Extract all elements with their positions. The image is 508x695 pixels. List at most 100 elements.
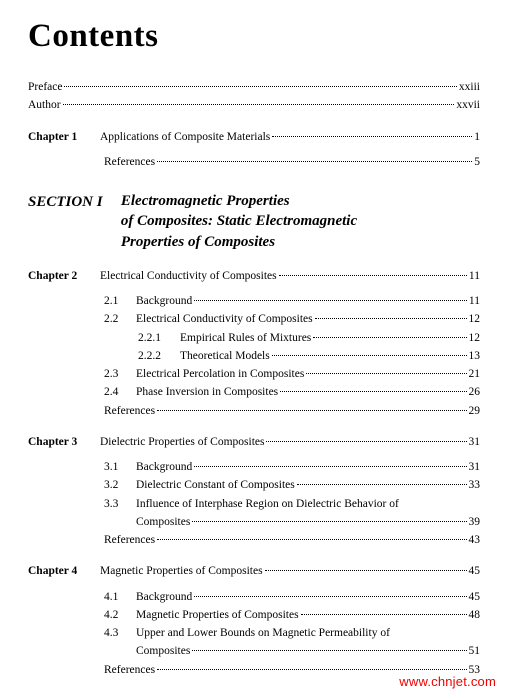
section-title: Electrical Percolation in Composites (136, 368, 304, 380)
toc: Preface xxiii Author xxvii Chapter 1Appl… (28, 79, 480, 679)
toc-page: 31 (469, 459, 481, 476)
subsection-title: Empirical Rules of Mixtures (180, 332, 311, 344)
leader-dots (192, 521, 466, 522)
section-heading: SECTION I Electromagnetic Properties of … (28, 191, 480, 252)
section-title: Electromagnetic Properties of Composites… (121, 191, 451, 252)
toc-row-ch3-refs: References 43 (28, 532, 480, 549)
leader-dots (157, 669, 466, 670)
toc-row: Composites 39 (28, 514, 480, 531)
section-title: Influence of Interphase Region on Dielec… (136, 498, 399, 510)
leader-dots (157, 161, 472, 162)
leader-dots (272, 355, 467, 356)
section-num: 3.1 (104, 459, 136, 476)
leader-dots (306, 373, 466, 374)
leader-dots (315, 318, 467, 319)
toc-row-ch1: Chapter 1Applications of Composite Mater… (28, 129, 480, 146)
toc-row: 4.2Magnetic Properties of Composites 48 (28, 607, 480, 624)
leader-dots (301, 614, 467, 615)
subsection-num: 2.2.1 (104, 330, 180, 347)
section-title: Background (136, 295, 192, 307)
subsection-num: 2.2.2 (104, 348, 180, 365)
section-num: 4.2 (104, 607, 136, 624)
chapter-label: Chapter 3 (28, 434, 100, 451)
toc-page: 45 (469, 589, 481, 606)
toc-row-ch4: Chapter 4Magnetic Properties of Composit… (28, 563, 480, 580)
chapter-label: Chapter 4 (28, 563, 100, 580)
toc-page: 5 (474, 154, 480, 171)
references-label: References (104, 662, 155, 679)
toc-page: xxiii (459, 79, 480, 96)
leader-dots (313, 337, 466, 338)
toc-page: 12 (469, 311, 481, 328)
section-title: Magnetic Properties of Composites (136, 609, 299, 621)
toc-page: xxvii (456, 97, 480, 114)
section-title-line: of Composites: Static Electromagnetic (121, 213, 357, 229)
leader-dots (266, 441, 466, 442)
toc-page: 48 (469, 607, 481, 624)
toc-page: 39 (469, 514, 481, 531)
leader-dots (157, 410, 466, 411)
subsection-title: Theoretical Models (180, 350, 270, 362)
toc-row: 2.2.2Theoretical Models 13 (28, 348, 480, 365)
toc-row: 4.1Background 45 (28, 589, 480, 606)
toc-row: 2.3Electrical Percolation in Composites … (28, 366, 480, 383)
section-title: Phase Inversion in Composites (136, 386, 278, 398)
section-title: Dielectric Constant of Composites (136, 479, 295, 491)
section-title-line: Properties of Composites (121, 234, 275, 250)
toc-row: 3.3Influence of Interphase Region on Die… (28, 496, 480, 513)
toc-row-ch2: Chapter 2Electrical Conductivity of Comp… (28, 268, 480, 285)
toc-page: 11 (469, 268, 480, 285)
leader-dots (194, 300, 467, 301)
toc-page: 21 (469, 366, 481, 383)
toc-row-ch3: Chapter 3Dielectric Properties of Compos… (28, 434, 480, 451)
chapter-title: Applications of Composite Materials (100, 131, 270, 143)
watermark: www.chnjet.com (399, 674, 496, 689)
section-num: 2.1 (104, 293, 136, 310)
toc-page: 51 (469, 643, 481, 660)
toc-page: 43 (469, 532, 481, 549)
toc-row: 4.3Upper and Lower Bounds on Magnetic Pe… (28, 625, 480, 642)
chapter-label: Chapter 2 (28, 268, 100, 285)
toc-page: 33 (469, 477, 481, 494)
references-label: References (104, 154, 155, 171)
leader-dots (63, 104, 455, 105)
section-title-cont: Composites (136, 645, 190, 657)
toc-row-preface: Preface xxiii (28, 79, 480, 96)
section-num: 2.2 (104, 311, 136, 328)
toc-row: 2.2.1Empirical Rules of Mixtures 12 (28, 330, 480, 347)
toc-label: Author (28, 97, 61, 114)
leader-dots (194, 466, 466, 467)
section-num: 4.3 (104, 625, 136, 642)
toc-page: 1 (474, 129, 480, 146)
page: Contents Preface xxiii Author xxvii Chap… (0, 0, 508, 679)
section-title-line: Electromagnetic Properties (121, 193, 290, 209)
toc-row: 2.2Electrical Conductivity of Composites… (28, 311, 480, 328)
toc-row: 2.1Background 11 (28, 293, 480, 310)
chapter-label: Chapter 1 (28, 129, 100, 146)
section-title: Background (136, 461, 192, 473)
toc-row-ch2-refs: References 29 (28, 403, 480, 420)
section-title: Upper and Lower Bounds on Magnetic Perme… (136, 627, 390, 639)
section-num: 3.3 (104, 496, 136, 513)
section-title: Background (136, 591, 192, 603)
leader-dots (64, 86, 456, 87)
section-num: 2.4 (104, 384, 136, 401)
toc-row: 3.2Dielectric Constant of Composites 33 (28, 477, 480, 494)
toc-label: Preface (28, 79, 62, 96)
toc-row: 2.4Phase Inversion in Composites 26 (28, 384, 480, 401)
toc-row: Composites 51 (28, 643, 480, 660)
leader-dots (194, 596, 466, 597)
leader-dots (157, 539, 466, 540)
leader-dots (272, 136, 472, 137)
toc-page: 12 (469, 330, 481, 347)
toc-row-ch1-refs: References 5 (28, 154, 480, 171)
section-label: SECTION I (28, 191, 118, 214)
leader-dots (192, 650, 466, 651)
section-num: 3.2 (104, 477, 136, 494)
chapter-title: Magnetic Properties of Composites (100, 565, 263, 577)
toc-page: 13 (469, 348, 481, 365)
section-title: Electrical Conductivity of Composites (136, 313, 313, 325)
toc-page: 45 (469, 563, 481, 580)
toc-row: 3.1Background 31 (28, 459, 480, 476)
chapter-title: Electrical Conductivity of Composites (100, 270, 277, 282)
